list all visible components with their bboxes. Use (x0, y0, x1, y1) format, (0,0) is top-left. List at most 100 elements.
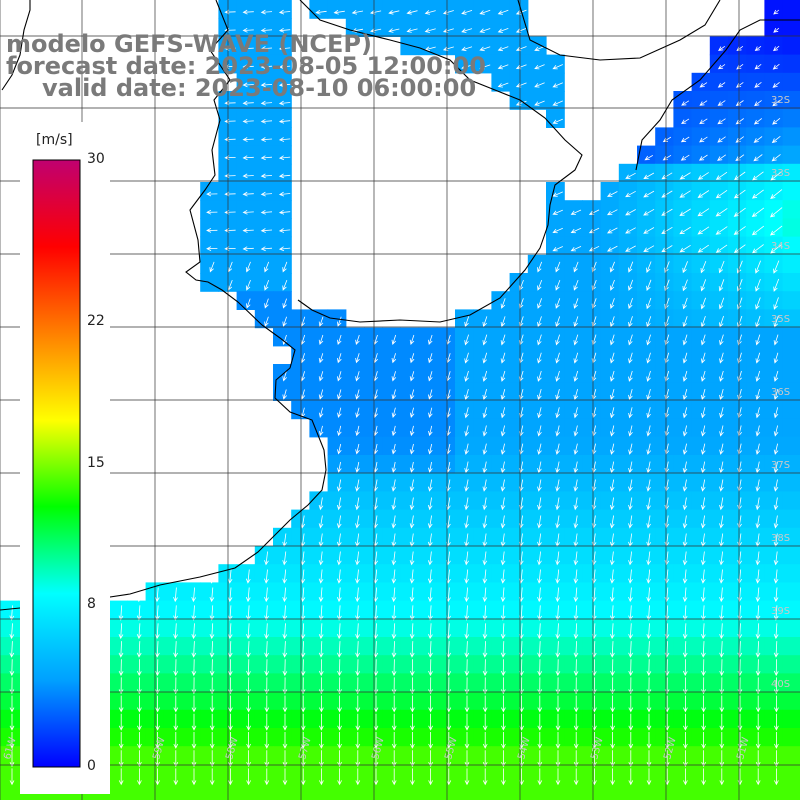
wind-cell (746, 273, 765, 292)
wind-arrow (464, 443, 470, 455)
wind-cell (582, 254, 602, 274)
wind-arrow (155, 641, 160, 658)
wind-arrow (628, 605, 633, 621)
wind-arrow (534, 64, 545, 70)
wind-arrow (573, 298, 579, 309)
wind-arrow (682, 569, 688, 584)
lat-label: 37S (771, 460, 790, 471)
wind-arrow (264, 605, 269, 621)
wind-cell (509, 309, 529, 329)
wind-cell (473, 418, 492, 438)
wind-cell (509, 36, 529, 56)
wind-cell (691, 218, 711, 238)
wind-cell (691, 436, 711, 456)
wind-arrow (755, 388, 761, 401)
wind-arrow (609, 479, 615, 492)
wind-cell (709, 618, 729, 638)
wind-cell (254, 546, 274, 565)
wind-arrow (245, 587, 251, 603)
wind-arrow (388, 9, 400, 15)
wind-arrow (697, 226, 710, 235)
wind-arrow (136, 641, 142, 658)
wind-cell (600, 473, 620, 492)
wind-arrow (609, 515, 615, 529)
wind-arrow (464, 659, 470, 677)
wind-cell (746, 764, 765, 784)
wind-arrow (409, 587, 415, 603)
wind-cell (746, 36, 765, 56)
wind-arrow (391, 461, 397, 473)
wind-cell (309, 582, 329, 602)
wind-cell (764, 309, 784, 329)
wind-arrow (464, 713, 470, 731)
wind-arrow (300, 750, 306, 768)
wind-cell (764, 254, 784, 274)
wind-cell (364, 582, 383, 602)
wind-cell (782, 582, 800, 602)
wind-cell (527, 291, 547, 310)
wind-cell (782, 382, 800, 401)
wind-arrow (464, 352, 469, 364)
wind-cell (473, 764, 492, 784)
wind-arrow (173, 713, 179, 731)
wind-arrow (191, 623, 197, 640)
wind-cell (673, 491, 693, 511)
wind-arrow (700, 370, 706, 382)
wind-cell (673, 163, 693, 183)
wind-arrow (482, 641, 488, 658)
wind-arrow (464, 497, 469, 511)
wind-arrow (573, 388, 579, 401)
wind-arrow (410, 713, 415, 731)
wind-arrow (409, 425, 415, 437)
wind-arrow (736, 260, 743, 274)
wind-cell (127, 764, 147, 784)
wind-arrow (555, 298, 561, 309)
wind-cell (782, 600, 800, 620)
wind-cell (200, 200, 219, 219)
wind-arrow (228, 732, 233, 749)
wind-cell (637, 491, 656, 511)
wind-cell (400, 637, 420, 656)
wind-cell (673, 400, 693, 420)
wind-arrow (282, 732, 288, 749)
wind-arrow (409, 443, 415, 455)
wind-arrow (9, 659, 15, 677)
wind-cell (673, 691, 693, 711)
wind-cell (309, 600, 329, 620)
wind-cell (546, 218, 565, 238)
wind-arrow (464, 425, 470, 437)
wind-cell (291, 509, 310, 529)
wind-cell (400, 564, 420, 583)
wind-cell (655, 327, 674, 347)
wind-arrow (337, 695, 342, 713)
wind-cell (546, 546, 565, 565)
wind-cell (455, 18, 474, 37)
wind-cell (273, 273, 292, 292)
wind-cell (400, 655, 420, 674)
wind-arrow (555, 407, 560, 419)
wind-cell (782, 91, 800, 110)
wind-cell (400, 709, 420, 729)
wind-cell (746, 382, 765, 401)
wind-arrow (643, 190, 655, 198)
wind-cell (364, 473, 383, 492)
wind-cell (673, 582, 693, 602)
wind-arrow (278, 118, 291, 124)
wind-cell (364, 400, 383, 420)
wind-cell (418, 618, 438, 638)
wind-cell (582, 655, 602, 674)
wind-arrow (755, 641, 761, 658)
wind-arrow (464, 479, 469, 492)
wind-cell (400, 473, 420, 492)
wind-arrow (155, 768, 160, 786)
wind-arrow (501, 750, 506, 768)
wind-cell (236, 127, 256, 147)
wind-arrow (628, 279, 634, 291)
wind-arrow (772, 63, 780, 70)
wind-arrow (409, 479, 415, 492)
wind-cell (582, 200, 602, 219)
wind-arrow (300, 732, 306, 749)
wind-cell (436, 400, 456, 420)
wind-arrow (719, 388, 724, 401)
wind-arrow (573, 695, 579, 713)
